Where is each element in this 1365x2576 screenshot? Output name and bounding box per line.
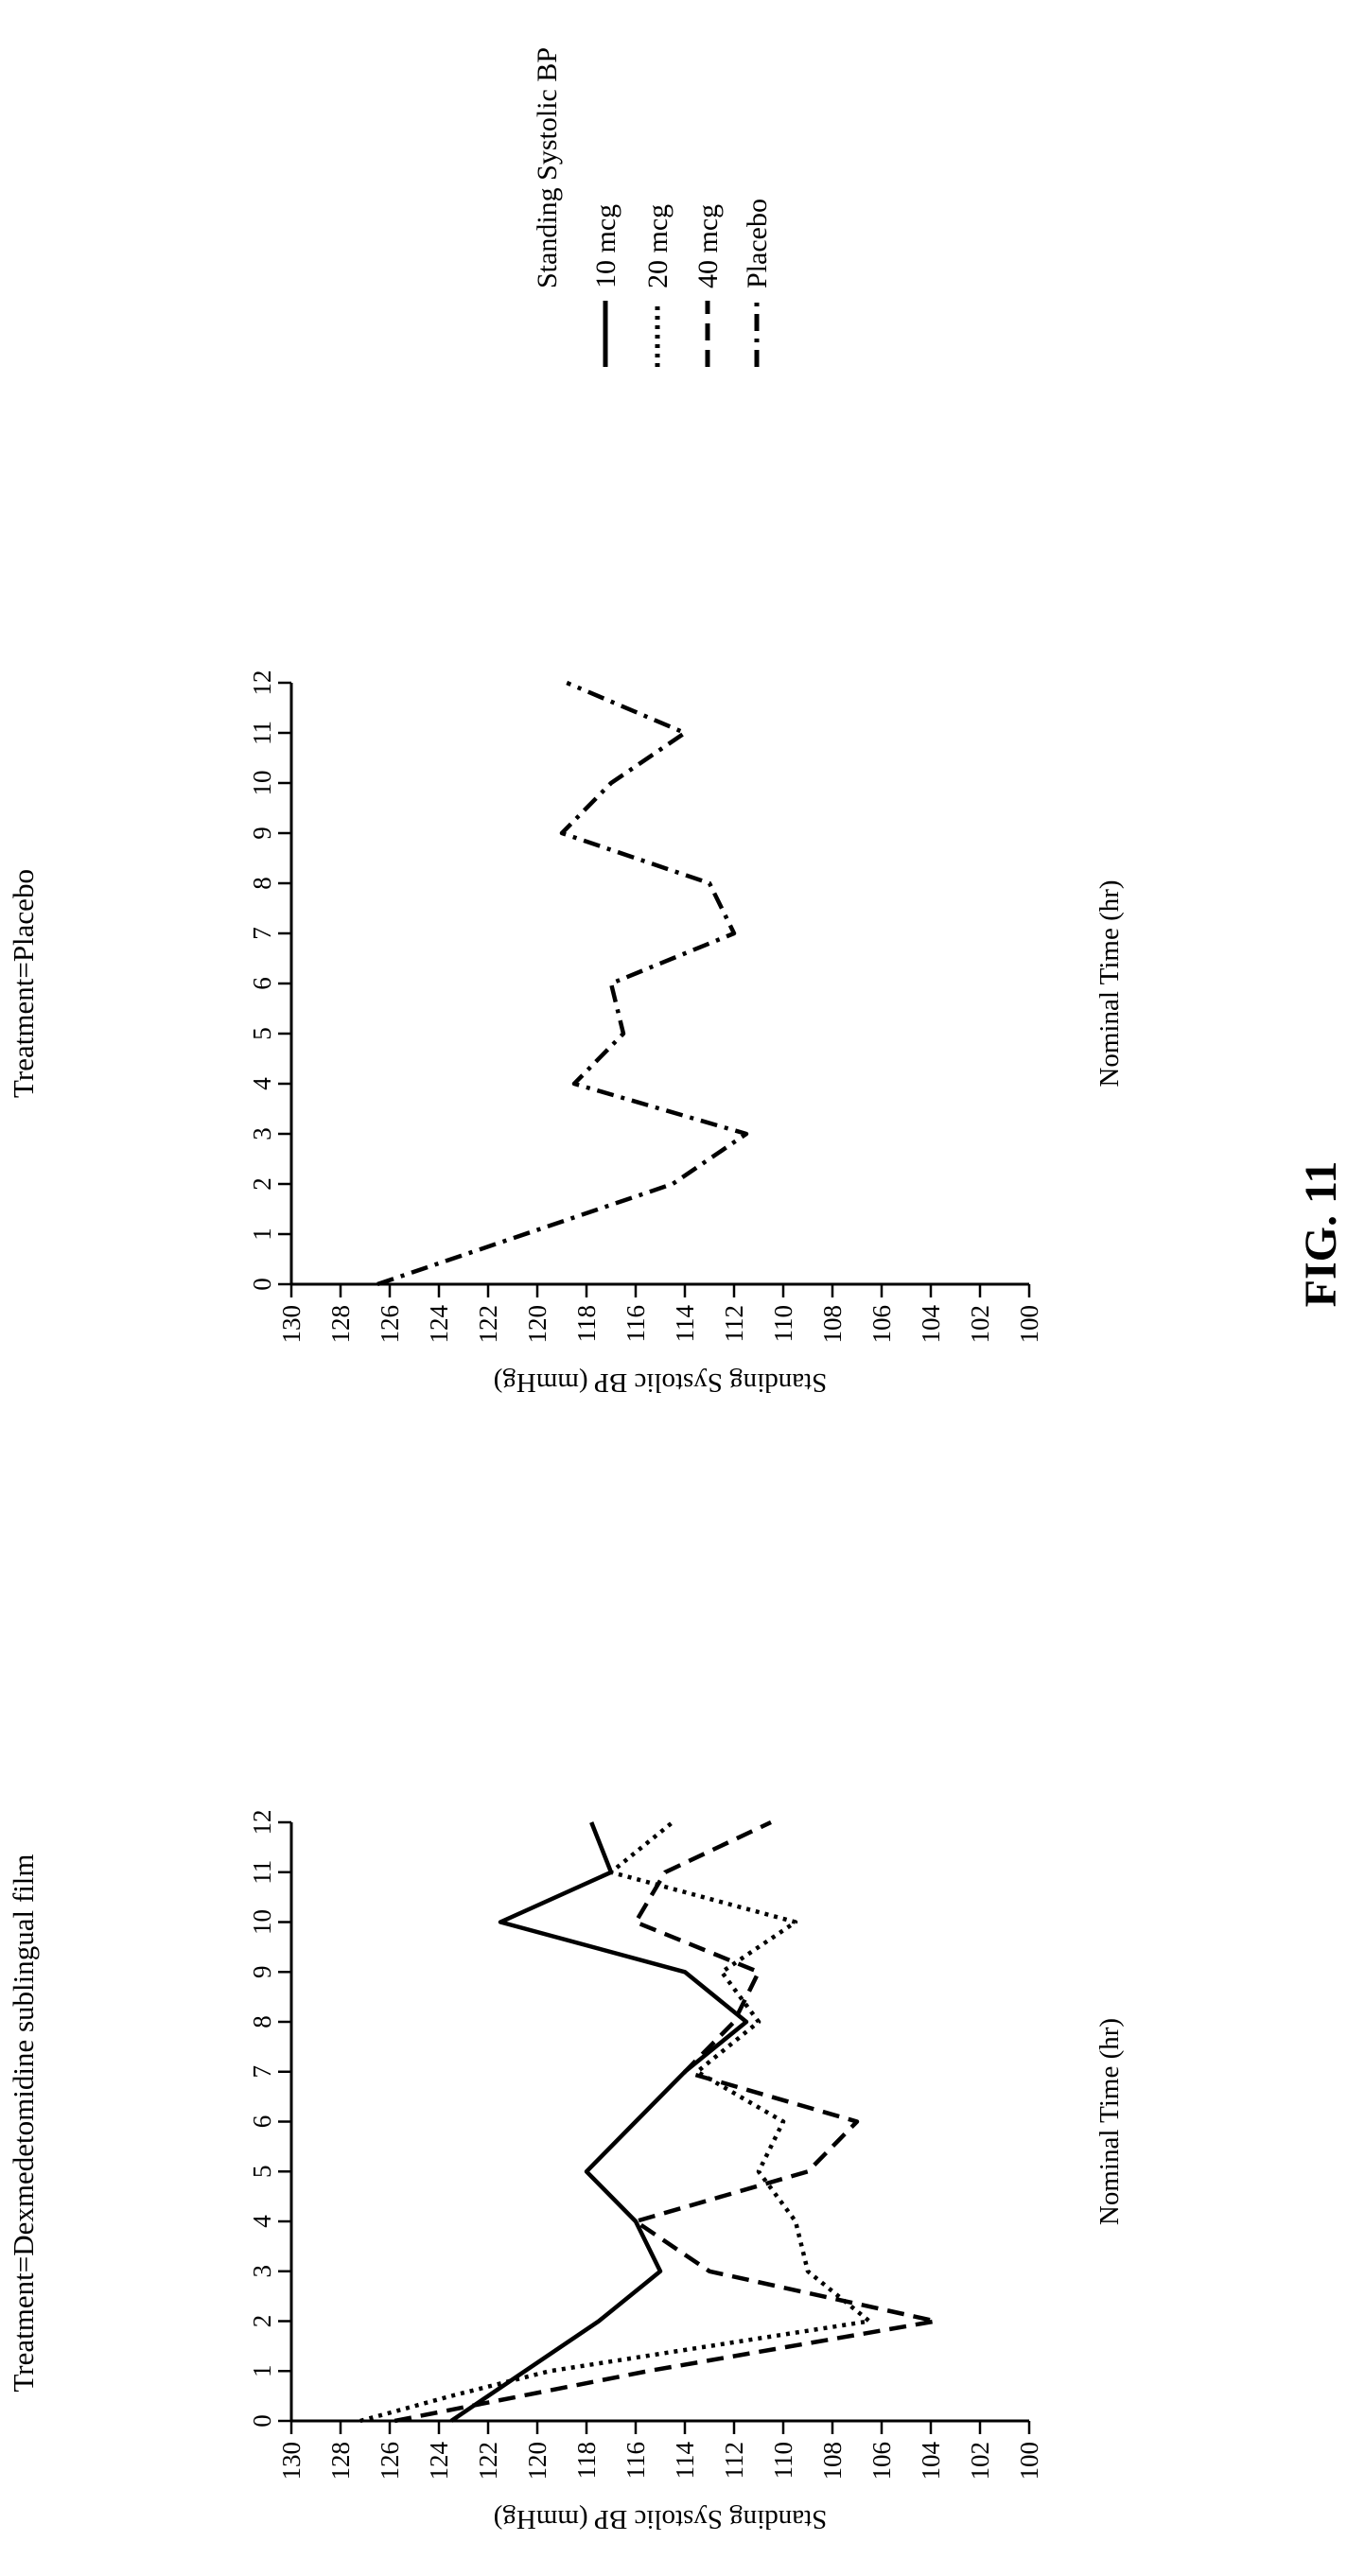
x-tick-label: 5 (248, 1027, 276, 1040)
x-tick-label: 0 (248, 1278, 276, 1291)
series-line-10-mcg (449, 1821, 749, 2423)
x-tick-label: 8 (248, 2015, 276, 2028)
x-tick-label: 2 (248, 1177, 276, 1191)
y-tick-label: 126 (376, 1305, 404, 1344)
y-tick-label: 122 (474, 1305, 502, 1344)
chart-title: Treatment=Placebo (7, 869, 40, 1098)
x-tick-label: 7 (248, 2065, 276, 2079)
y-tick-label: 110 (769, 1305, 797, 1343)
x-tick-label: 11 (248, 1860, 276, 1885)
x-tick-label: 9 (248, 827, 276, 840)
y-tick-label: 118 (572, 2442, 601, 2480)
y-tick-label: 106 (867, 2442, 896, 2480)
legend-title: Standing Systolic BP (532, 47, 563, 288)
y-tick-label: 128 (326, 1305, 355, 1344)
y-tick-label: 124 (425, 1305, 453, 1344)
y-tick-label: 120 (523, 2442, 551, 2480)
y-tick-label: 102 (966, 2442, 994, 2480)
y-tick-label: 116 (621, 2442, 650, 2480)
x-tick-label: 9 (248, 1966, 276, 1979)
series-line-placebo (376, 680, 749, 1287)
y-tick-label: 124 (425, 2442, 453, 2480)
y-tick-label: 112 (720, 1305, 748, 1343)
x-tick-label: 2 (248, 2315, 276, 2328)
x-tick-label: 4 (248, 2215, 276, 2228)
legend-entry-label: 20 mcg (642, 204, 674, 288)
x-tick-label: 3 (248, 2265, 276, 2278)
y-tick-label: 104 (917, 1305, 945, 1344)
y-tick-label: 104 (917, 2442, 945, 2480)
y-tick-label: 108 (818, 1305, 847, 1344)
y-tick-label: 114 (671, 2442, 699, 2480)
x-tick-label: 1 (248, 1227, 276, 1241)
y-tick-label: 130 (277, 2442, 306, 2480)
y-tick-label: 110 (769, 2442, 797, 2480)
y-tick-label: 118 (572, 1305, 601, 1343)
x-tick-label: 8 (248, 877, 276, 890)
series-line-20-mcg (359, 1820, 872, 2424)
chart-panel-dexmedetomidine: Treatment=Dexmedetomidine sublingual fil… (7, 1810, 1125, 2535)
x-tick-label: 5 (248, 2166, 276, 2179)
y-tick-label: 130 (277, 1305, 306, 1344)
x-axis-label: Nominal Time (hr) (1094, 2018, 1125, 2225)
y-axis-label: Standing Systolic BP (mmHg) (494, 1367, 828, 1398)
x-tick-label: 12 (248, 1810, 276, 1836)
x-axis-label: Nominal Time (hr) (1094, 879, 1125, 1087)
y-tick-label: 126 (376, 2442, 404, 2480)
x-tick-label: 10 (248, 771, 276, 796)
chart-panel-placebo: Treatment=Placebo10010210410610811011211… (7, 670, 1125, 1399)
y-axis-label: Standing Systolic BP (mmHg) (494, 2504, 828, 2534)
x-tick-label: 12 (248, 670, 276, 696)
x-tick-label: 1 (248, 2365, 276, 2378)
x-tick-label: 0 (248, 2414, 276, 2428)
y-tick-label: 116 (621, 1305, 650, 1343)
series-line-40-mcg (394, 1819, 938, 2424)
x-tick-label: 4 (248, 1077, 276, 1090)
legend-entry-label: 40 mcg (692, 204, 724, 288)
x-tick-label: 3 (248, 1127, 276, 1140)
y-tick-label: 122 (474, 2442, 502, 2480)
y-tick-label: 100 (1015, 2442, 1043, 2480)
y-tick-label: 128 (326, 2442, 355, 2480)
y-tick-label: 112 (720, 2442, 748, 2480)
legend-entry-label: Placebo (742, 199, 773, 288)
y-tick-label: 108 (818, 2442, 847, 2480)
chart-title: Treatment=Dexmedetomidine sublingual fil… (7, 1854, 40, 2392)
x-tick-label: 6 (248, 2115, 276, 2129)
x-tick-label: 6 (248, 977, 276, 990)
legend: Standing Systolic BP 10 mcg 20 mcg 40 mcg Pl… (532, 47, 773, 367)
legend-entry-label: 10 mcg (590, 204, 621, 288)
figure-label: FIG. 11 (1296, 1161, 1346, 1308)
x-tick-label: 11 (248, 721, 276, 745)
x-tick-label: 7 (248, 927, 276, 940)
y-tick-label: 100 (1015, 1305, 1043, 1344)
y-tick-label: 106 (867, 1305, 896, 1344)
x-tick-label: 10 (248, 1909, 276, 1935)
y-tick-label: 114 (671, 1305, 699, 1343)
y-tick-label: 102 (966, 1305, 994, 1344)
y-tick-label: 120 (523, 1305, 551, 1344)
